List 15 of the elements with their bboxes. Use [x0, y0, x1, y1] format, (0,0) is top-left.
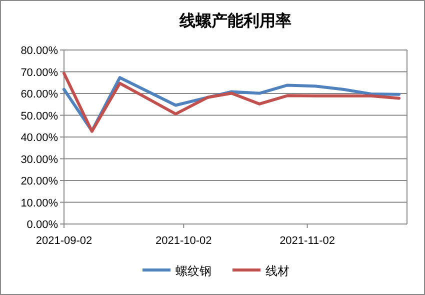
- x-tick-label: 2021-10-02: [156, 235, 212, 247]
- y-tick-label: 30.00%: [20, 154, 58, 166]
- y-tick-label: 10.00%: [20, 197, 58, 210]
- y-tick-label: 70.00%: [20, 66, 58, 79]
- chart-title: 线螺产能利用率: [178, 11, 292, 30]
- legend-label: 螺纹钢: [176, 264, 212, 278]
- y-tick-label: 80.00%: [20, 45, 58, 57]
- y-tick-label: 0.00%: [26, 219, 58, 231]
- y-tick-label: 60.00%: [20, 88, 58, 100]
- y-tick-label: 40.00%: [20, 132, 58, 144]
- y-tick-label: 50.00%: [20, 110, 58, 122]
- legend-label: 线材: [266, 264, 290, 278]
- x-tick-label: 2021-09-02: [36, 235, 92, 247]
- x-tick-label: 2021-11-02: [280, 235, 336, 247]
- y-tick-label: 20.00%: [20, 176, 58, 188]
